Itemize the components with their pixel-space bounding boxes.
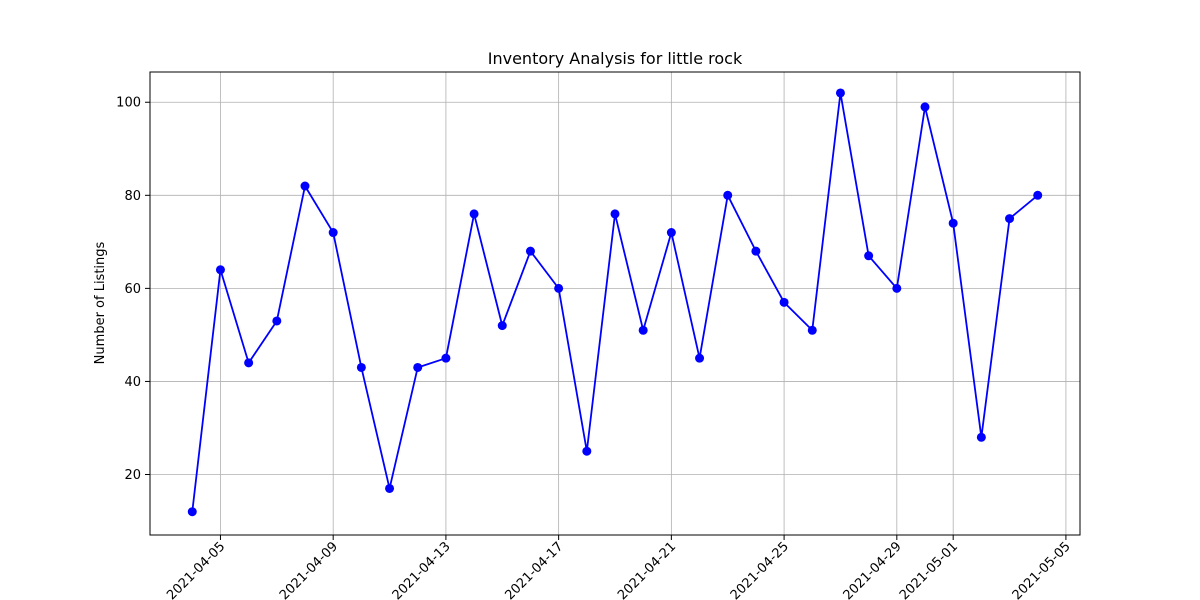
data-point bbox=[1033, 190, 1043, 200]
data-point bbox=[751, 246, 761, 256]
data-point bbox=[300, 181, 310, 191]
data-point bbox=[497, 321, 507, 331]
data-point bbox=[976, 432, 986, 442]
data-point bbox=[779, 297, 789, 307]
data-point bbox=[835, 88, 845, 98]
data-point bbox=[469, 209, 479, 219]
y-tick-label: 40 bbox=[124, 375, 141, 390]
data-point bbox=[610, 209, 620, 219]
data-point bbox=[582, 446, 592, 456]
data-point bbox=[356, 362, 366, 372]
data-point bbox=[272, 316, 282, 326]
data-point bbox=[554, 283, 564, 293]
data-point bbox=[385, 483, 395, 493]
data-point bbox=[892, 283, 902, 293]
data-point bbox=[1005, 214, 1015, 224]
chart-title: Inventory Analysis for little rock bbox=[488, 49, 743, 68]
data-point bbox=[413, 362, 423, 372]
series-layer bbox=[187, 88, 1043, 517]
data-point bbox=[807, 325, 817, 335]
data-point bbox=[948, 218, 958, 228]
data-point bbox=[525, 246, 535, 256]
data-point bbox=[723, 190, 733, 200]
data-point bbox=[695, 353, 705, 363]
data-point bbox=[920, 102, 930, 112]
data-point bbox=[441, 353, 451, 363]
y-tick-label: 60 bbox=[124, 282, 141, 297]
plot-area-frame bbox=[149, 71, 1081, 536]
y-axis-label: Number of Listings bbox=[93, 241, 108, 364]
data-point bbox=[187, 507, 197, 517]
y-tick-label: 80 bbox=[124, 189, 141, 204]
data-point bbox=[328, 228, 338, 238]
data-point bbox=[666, 228, 676, 238]
data-point bbox=[215, 265, 225, 275]
data-point bbox=[864, 251, 874, 261]
data-point bbox=[638, 325, 648, 335]
y-tick-label: 100 bbox=[116, 96, 141, 111]
data-point bbox=[244, 358, 254, 368]
y-tick-label: 20 bbox=[124, 468, 141, 483]
